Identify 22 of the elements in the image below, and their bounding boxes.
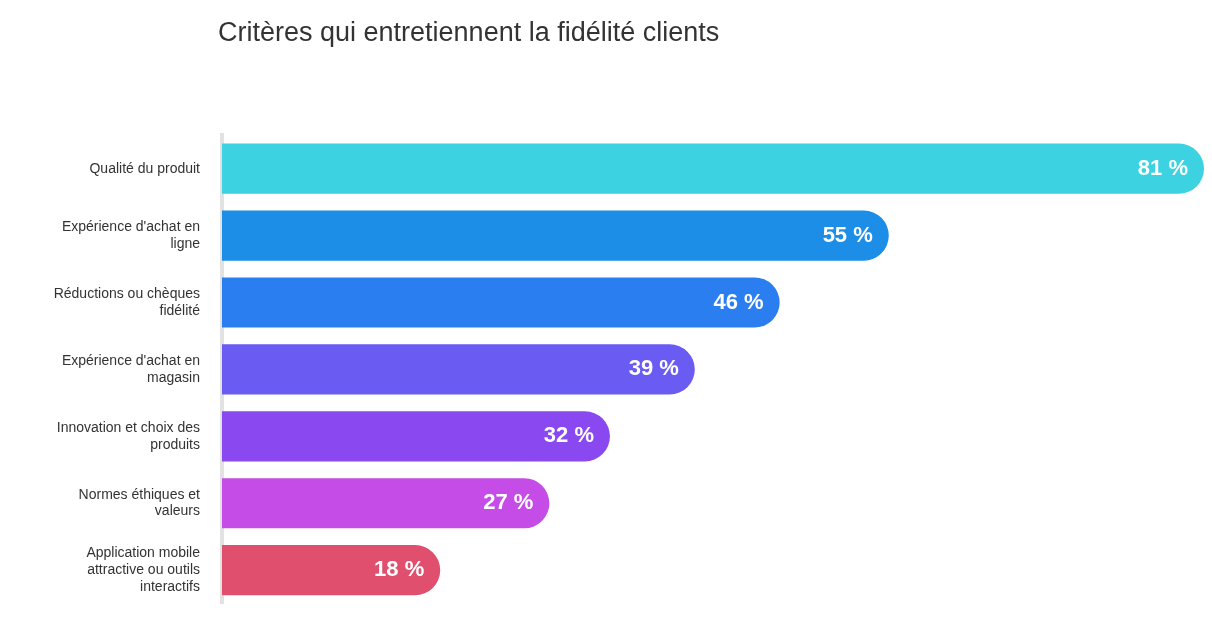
data-label: 81 % — [1137, 154, 1188, 180]
y-tick-label: Expérience d'achat en ligne — [61, 218, 201, 251]
data-label: 55 % — [822, 221, 873, 247]
y-tick-label: Application mobile attractive ou outils interactifs — [86, 544, 201, 594]
bar — [222, 143, 1204, 194]
y-tick-label: Réductions ou chèques fidélité — [53, 284, 201, 318]
y-tick-label: Normes éthiques et valeurs — [78, 485, 201, 519]
bar — [222, 277, 780, 328]
y-tick-label: Qualité du produit — [89, 159, 201, 176]
bar — [222, 344, 695, 395]
y-tick-label: Expérience d'achat en magasin — [61, 351, 200, 385]
chart-title: Critères qui entretiennent la fidélité clients — [217, 16, 721, 49]
bar — [222, 545, 441, 596]
data-label: 32 % — [543, 422, 594, 448]
data-label: 39 % — [628, 355, 679, 381]
bar — [222, 210, 889, 261]
bar — [222, 411, 610, 462]
bar — [222, 478, 550, 529]
data-label: 27 % — [483, 489, 534, 515]
data-label: 18 % — [374, 556, 425, 582]
y-tick-label: Innovation et choix des produits — [56, 418, 200, 452]
data-label: 46 % — [713, 288, 764, 314]
